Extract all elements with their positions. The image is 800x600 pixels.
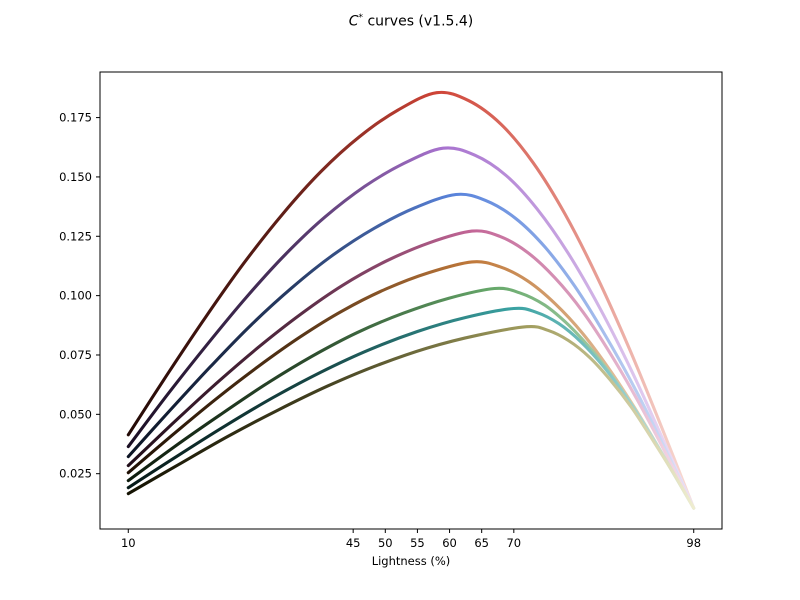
- chart-title: C* curves (v1.5.4): [11, 13, 800, 30]
- x-axis-label: Lightness (%): [371, 554, 451, 568]
- x-tick-label: 98: [686, 536, 701, 550]
- curve-pink: [126, 229, 696, 510]
- x-tick-label: 55: [410, 536, 425, 550]
- y-tick-label: 0.100: [59, 289, 92, 303]
- x-tick-label: 70: [506, 536, 521, 550]
- curves-group: [126, 90, 696, 510]
- title-rest: curves (v1.5.4): [363, 13, 474, 30]
- axes-spines: [99, 71, 723, 530]
- y-tick-label: 0.175: [59, 111, 92, 125]
- curve-red: [126, 90, 696, 510]
- y-tick-label: 0.125: [59, 229, 92, 243]
- x-tick-label: 45: [346, 536, 361, 550]
- x-tick-label: 50: [378, 536, 393, 550]
- title-superscript: *: [358, 13, 364, 23]
- curve-blue: [126, 192, 696, 510]
- title-math-symbol: C: [348, 13, 359, 30]
- y-axis: 0.025 0.050 0.075 0.100 0.125 0.150 0.175: [59, 111, 100, 481]
- curve-purple: [126, 146, 696, 510]
- x-tick-label: 10: [121, 536, 136, 550]
- y-tick-label: 0.025: [59, 467, 92, 481]
- x-axis: 10 45 50 55 60 65 70 98: [121, 529, 701, 550]
- y-tick-label: 0.150: [59, 170, 92, 184]
- y-tick-label: 0.075: [59, 348, 92, 362]
- x-tick-label: 65: [474, 536, 489, 550]
- x-tick-label: 60: [442, 536, 457, 550]
- curve-green: [126, 286, 696, 510]
- y-tick-label: 0.050: [59, 407, 92, 421]
- curve-olive: [126, 324, 696, 510]
